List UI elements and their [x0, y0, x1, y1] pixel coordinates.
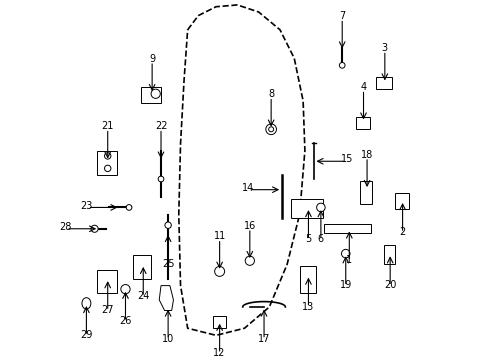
Text: 19: 19: [339, 280, 351, 290]
Bar: [213, 316, 225, 328]
Text: 4: 4: [360, 82, 366, 92]
Bar: [97, 150, 116, 175]
Bar: [375, 77, 391, 90]
Text: 10: 10: [162, 334, 174, 343]
Ellipse shape: [82, 298, 91, 309]
Text: 11: 11: [213, 231, 225, 241]
Text: 13: 13: [302, 302, 314, 311]
Text: 26: 26: [119, 316, 131, 326]
Circle shape: [316, 203, 325, 212]
Text: 25: 25: [162, 259, 174, 269]
Text: 22: 22: [154, 121, 167, 131]
Bar: [290, 199, 322, 218]
Bar: [324, 224, 370, 233]
Text: 7: 7: [338, 11, 345, 21]
Circle shape: [91, 225, 98, 232]
Text: 17: 17: [257, 334, 270, 343]
Bar: [359, 181, 372, 204]
Polygon shape: [159, 285, 173, 310]
Bar: [394, 193, 408, 209]
Circle shape: [121, 284, 130, 294]
Text: 18: 18: [360, 149, 372, 159]
Bar: [97, 270, 116, 293]
Circle shape: [265, 124, 276, 135]
Bar: [356, 117, 369, 129]
Text: 6: 6: [317, 234, 323, 244]
Text: 21: 21: [102, 121, 114, 131]
Circle shape: [214, 266, 224, 276]
Text: 16: 16: [243, 221, 255, 230]
Circle shape: [268, 127, 273, 132]
Circle shape: [244, 256, 254, 265]
Text: 14: 14: [242, 183, 254, 193]
Circle shape: [104, 153, 111, 159]
Text: 29: 29: [80, 330, 92, 340]
Bar: [141, 87, 161, 103]
Text: 12: 12: [213, 348, 225, 358]
Circle shape: [339, 63, 345, 68]
Text: 23: 23: [81, 201, 93, 211]
Circle shape: [104, 165, 111, 172]
Text: 15: 15: [340, 154, 353, 165]
Text: 27: 27: [102, 305, 114, 315]
Circle shape: [151, 89, 160, 98]
Text: 9: 9: [149, 54, 155, 64]
Circle shape: [126, 204, 132, 210]
Circle shape: [158, 176, 163, 182]
Bar: [383, 245, 394, 264]
Text: 5: 5: [305, 234, 311, 244]
Text: 3: 3: [381, 43, 387, 53]
Bar: [299, 266, 315, 293]
Circle shape: [164, 222, 171, 228]
Text: 8: 8: [267, 89, 274, 99]
Text: 24: 24: [137, 291, 149, 301]
Text: 2: 2: [399, 227, 405, 237]
Text: 28: 28: [59, 222, 71, 232]
Text: 20: 20: [383, 280, 396, 290]
Bar: [133, 255, 151, 279]
Text: 1: 1: [346, 255, 352, 265]
Circle shape: [341, 249, 349, 258]
